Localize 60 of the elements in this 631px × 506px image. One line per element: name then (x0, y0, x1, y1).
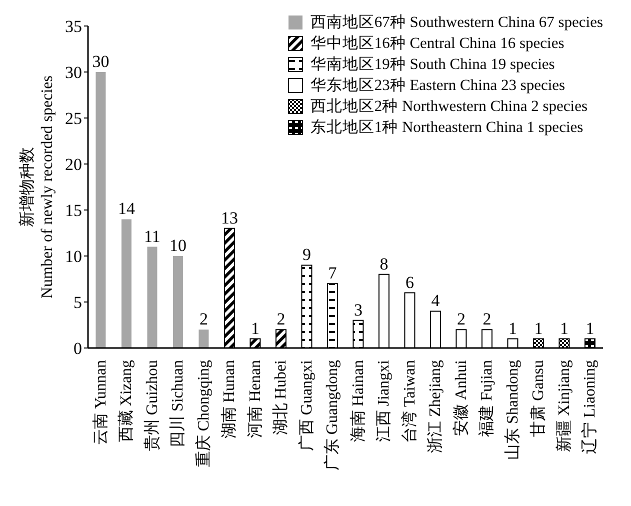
data-label: 1 (560, 318, 568, 338)
data-label: 9 (302, 245, 311, 264)
legend-label: 华中地区16种 Central China 16 species (309, 34, 566, 54)
bar (198, 330, 209, 348)
data-label: 1 (508, 318, 517, 338)
x-tick-label: 新疆 Xinjiang (554, 360, 573, 452)
data-label: 10 (169, 236, 186, 255)
x-tick-label: 贵州 Guizhou (142, 360, 161, 452)
data-label: 13 (220, 208, 238, 228)
x-tick-label: 河南 Henan (246, 360, 264, 438)
data-label: 2 (276, 310, 286, 329)
bar (147, 246, 158, 348)
x-tick-label: 重庆 Chongqing (194, 360, 212, 468)
y-axis-title: 新增物种数 Number of newly recorded species (18, 75, 56, 299)
bar (96, 72, 106, 348)
y-tick-label: 15 (65, 201, 82, 220)
data-label: 11 (144, 226, 160, 246)
y-tick-label: 20 (65, 155, 82, 174)
data-label: 1 (250, 318, 260, 338)
data-label: 2 (199, 310, 208, 329)
legend-label: 西南地区67种 Southwestern China 67 species (309, 13, 603, 33)
x-tick-label: 浙江 Zhejiang (426, 360, 444, 453)
bar (172, 256, 183, 348)
x-tick-label: 甘肃 Gansu (529, 360, 548, 437)
x-tick-label: 辽宁 Liaoning (580, 360, 599, 454)
x-tick-label: 湖南 Hunan (220, 360, 238, 439)
y-tick-label: 10 (65, 247, 82, 266)
data-label: 1 (586, 318, 594, 338)
x-tick-label: 安徽 Anhui (452, 359, 470, 436)
data-label: 7 (328, 264, 338, 283)
data-label: 4 (431, 291, 440, 310)
data-label: 2 (482, 310, 492, 329)
data-label: 6 (405, 272, 414, 292)
x-tick-label: 云南 Yunnan (91, 360, 110, 445)
legend-label: 东北地区1种 Northeastern China 1 species (309, 118, 584, 138)
y-tick-label: 5 (74, 293, 82, 312)
x-tick-label: 湖北 Hubei (272, 359, 290, 436)
x-tick-label: 福建 Fujian (478, 360, 496, 437)
x-tick-label: 海南 Hainan (348, 360, 367, 442)
legend-label: 华南地区19种 South China 19 species (309, 55, 556, 75)
x-tick-label: 山东 Shandong (503, 360, 522, 460)
data-label: 1 (534, 318, 543, 338)
x-tick-label: 西藏 Xizang (117, 360, 136, 442)
y-tick-label: 35 (65, 17, 82, 36)
x-tick-label: 江西 Jiangxi (376, 359, 393, 442)
data-label: 30 (92, 52, 110, 71)
y-tick-label: 0 (74, 339, 82, 358)
y-tick-label: 30 (65, 63, 82, 82)
data-label: 8 (380, 254, 388, 274)
data-label: 14 (118, 199, 136, 218)
bar (121, 219, 132, 348)
x-tick-label: 广东 Guangdong (323, 360, 342, 471)
x-tick-label: 广西 Guangxi (297, 359, 316, 452)
x-tick-label: 台湾 Taiwan (400, 360, 418, 443)
data-label: 2 (456, 310, 466, 329)
legend-label: 西北地区2种 Northwestern China 2 species (309, 97, 588, 117)
legend-label: 华东地区23种 Eastern China 23 species (309, 76, 566, 96)
x-tick-label: 四川 Sichuan (168, 360, 187, 448)
data-label: 3 (354, 300, 362, 320)
y-tick-label: 25 (65, 109, 82, 128)
